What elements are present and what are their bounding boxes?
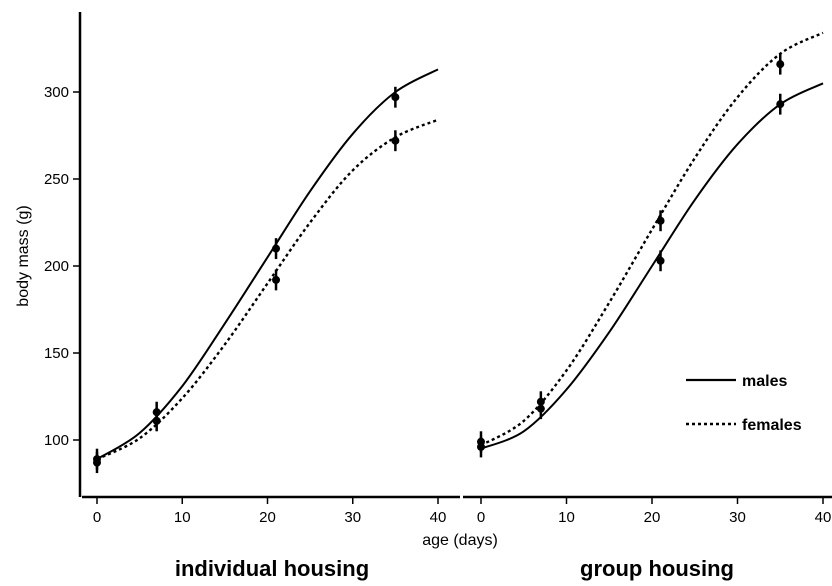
x-tick-label-0-40: 40: [430, 509, 447, 526]
point-females-0-0: [93, 458, 101, 467]
x-tick-label-0-20: 20: [259, 509, 276, 526]
point-females-1-0: [477, 437, 485, 446]
y-axis-title: body mass (g): [15, 205, 32, 306]
point-males-0-2: [272, 244, 281, 253]
panel-individual-housing: 0 10 20 30 40: [82, 68, 460, 526]
y-tick-label-200: 200: [44, 258, 69, 275]
y-tick-label-300: 300: [44, 84, 69, 101]
legend: males females: [686, 373, 802, 434]
x-tick-label-1-0: 0: [477, 509, 485, 526]
x-tick-label-0-10: 10: [174, 509, 191, 526]
curve-males-1: [480, 82, 824, 450]
point-females-1-3: [776, 60, 785, 69]
curve-males-0: [96, 68, 439, 460]
panel-title-group-housing: group housing: [580, 556, 734, 581]
y-tick-label-100: 100: [44, 432, 69, 449]
point-females-0-1: [152, 416, 161, 425]
x-tick-label-1-10: 10: [558, 509, 575, 526]
x-tick-label-1-20: 20: [644, 509, 661, 526]
y-axis: 100 150 200 250 300: [44, 12, 82, 497]
point-females-1-1: [536, 397, 545, 406]
point-females-0-3: [391, 136, 400, 145]
point-females-1-2: [656, 216, 665, 225]
x-tick-label-0-0: 0: [93, 509, 101, 526]
point-males-1-2: [656, 256, 665, 265]
y-tick-label-150: 150: [44, 345, 69, 362]
panel-title-individual-housing: individual housing: [175, 556, 369, 581]
panel-group-housing: 0 10 20 30 40: [463, 31, 832, 526]
x-tick-label-1-30: 30: [729, 509, 746, 526]
curve-females-0: [96, 118, 439, 461]
y-tick-label-250: 250: [44, 171, 69, 188]
x-tick-label-1-40: 40: [815, 509, 832, 526]
x-axis-title: age (days): [422, 532, 498, 549]
x-tick-label-0-30: 30: [344, 509, 361, 526]
legend-label-females: females: [742, 417, 802, 434]
legend-label-males: males: [742, 373, 787, 390]
point-males-1-3: [776, 100, 785, 109]
point-males-0-3: [391, 93, 400, 102]
point-females-0-2: [272, 275, 281, 284]
